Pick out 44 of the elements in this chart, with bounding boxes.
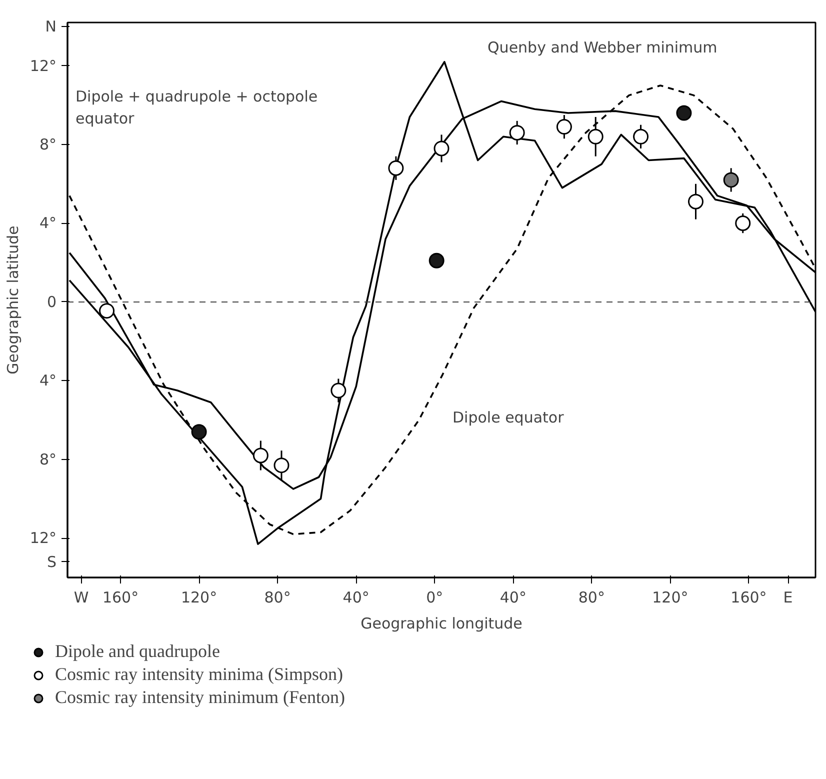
point: [388, 160, 404, 176]
x-axis-title: Geographic longitude: [360, 614, 522, 632]
x-tick-label: 120°: [180, 588, 218, 606]
y-tick-label: 12°: [30, 56, 57, 75]
y-tick-label: 4°: [39, 214, 57, 232]
point: [252, 448, 268, 464]
x-tick-label: 120°: [652, 588, 688, 606]
x-tick-label: 40°: [342, 588, 370, 606]
point: [330, 382, 346, 398]
y-tick-label: 0: [46, 292, 57, 311]
y-tick-label: N: [45, 17, 57, 36]
legend-label: Cosmic ray intensity minima (Simpson): [55, 664, 343, 685]
y-tick-label: 8°: [39, 450, 57, 468]
point: [688, 194, 704, 210]
point: [556, 119, 572, 135]
y-axis-title: Geographic latitude: [4, 226, 22, 374]
x-tick-label: 80°: [578, 588, 605, 606]
legend-label: Dipole and quadrupole: [55, 641, 220, 662]
point: [676, 105, 692, 121]
point: [509, 124, 525, 140]
x-tick-label: 80°: [264, 588, 291, 606]
y-tick-label: S: [46, 552, 57, 571]
point: [428, 252, 444, 268]
y-tick-label: 12°: [30, 529, 57, 548]
point: [434, 140, 450, 156]
y-tick-label: 8°: [39, 136, 57, 154]
point: [588, 128, 604, 144]
annotation: Dipole + quadrupole + octopole equator: [76, 88, 318, 128]
x-tick-label: 0°: [426, 588, 444, 606]
point: [191, 424, 207, 440]
x-tick-label: 160°: [730, 588, 767, 606]
point: [735, 216, 751, 231]
x-tick-label: W: [74, 588, 89, 606]
point: [633, 128, 649, 144]
point: [723, 172, 739, 188]
point: [99, 303, 115, 319]
y-tick-label: 4°: [39, 372, 57, 390]
x-tick-label: 40°: [500, 588, 526, 606]
annotation: Quenby and Webber minimum: [488, 38, 718, 56]
x-tick-label: E: [783, 588, 793, 606]
legend-label: Cosmic ray intensity minimum (Fenton): [55, 687, 345, 708]
annotation: Dipole equator: [452, 408, 565, 426]
point: [274, 458, 290, 474]
x-tick-label: 160°: [102, 588, 139, 606]
